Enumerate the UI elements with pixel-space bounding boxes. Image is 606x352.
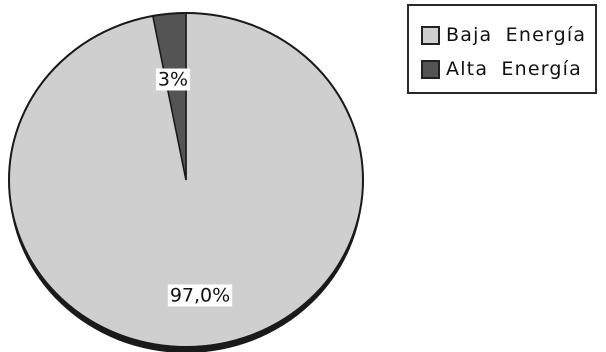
slice-label-baja-energia: 97,0% — [170, 285, 230, 307]
legend-label-alta-energia: Alta Energía — [446, 58, 583, 80]
slice-label-background-baja-energia — [167, 284, 233, 307]
slice-labels: 97,0% 3% — [155, 68, 233, 307]
legend-swatch-alta-energia — [421, 59, 440, 79]
legend-swatch-baja-energia — [421, 25, 440, 45]
legend-item-baja-energia: Baja Energía — [421, 18, 587, 52]
pie-slices — [8, 12, 364, 348]
slice-label-background-alta-energia — [155, 68, 191, 91]
legend-label-baja-energia: Baja Energía — [446, 24, 587, 46]
legend-item-alta-energia: Alta Energía — [421, 52, 587, 86]
slice-label-alta-energia: 3% — [158, 69, 188, 91]
chart-legend: Baja Energía Alta Energía — [407, 4, 597, 94]
pie-outline — [8, 12, 364, 348]
